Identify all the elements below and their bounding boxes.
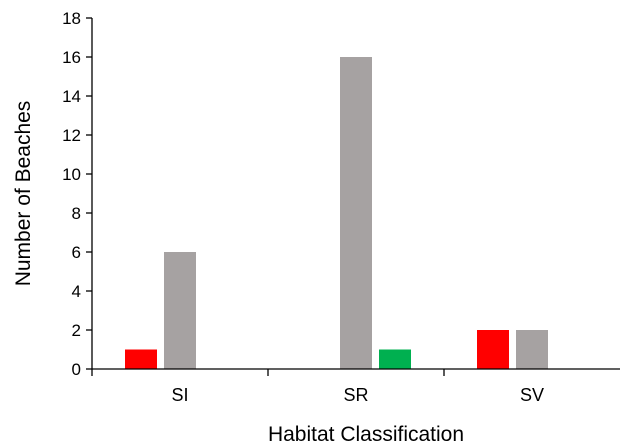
bar-sr-2: [379, 350, 411, 370]
bars: [125, 57, 548, 369]
bar-sr-1: [340, 57, 372, 369]
x-tick-label: SR: [343, 385, 368, 405]
y-tick-label: 0: [72, 360, 81, 379]
x-tick-label: SI: [171, 385, 188, 405]
bar-sv-0: [477, 330, 509, 369]
x-tick-label: SV: [520, 385, 544, 405]
y-tick-label: 14: [62, 87, 81, 106]
y-tick-label: 16: [62, 48, 81, 67]
bar-si-0: [125, 350, 157, 370]
y-tick-label: 6: [72, 243, 81, 262]
x-axis-ticks: SI SR SV: [92, 369, 544, 405]
bar-sv-1: [516, 330, 548, 369]
y-tick-label: 4: [72, 282, 81, 301]
y-tick-label: 18: [62, 9, 81, 28]
y-tick-label: 12: [62, 126, 81, 145]
bar-si-1: [164, 252, 196, 369]
y-tick-label: 2: [72, 321, 81, 340]
y-axis-ticks: 0 2 4 6 8 10 12 14 16 18: [62, 9, 92, 379]
y-tick-label: 8: [72, 204, 81, 223]
x-axis-title: Habitat Classification: [268, 423, 464, 446]
y-axis-title: Number of Beaches: [12, 101, 35, 287]
y-tick-label: 10: [62, 165, 81, 184]
